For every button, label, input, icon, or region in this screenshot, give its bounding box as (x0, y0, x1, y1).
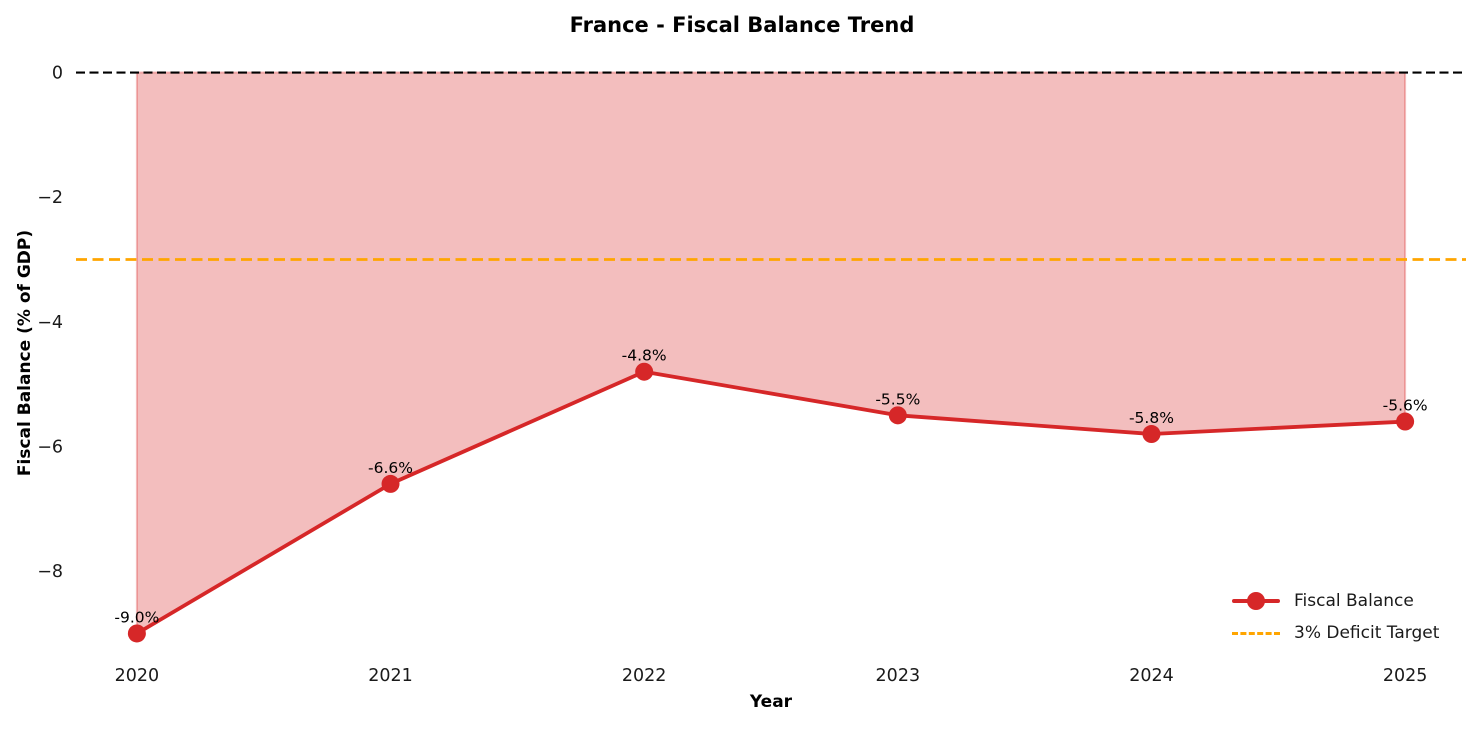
legend-marker-dot (1247, 592, 1265, 610)
svg-text:0: 0 (52, 64, 63, 84)
svg-text:−6: −6 (37, 437, 63, 457)
legend-label-deficit-target: 3% Deficit Target (1294, 623, 1440, 643)
svg-text:−2: −2 (37, 188, 63, 208)
svg-text:-5.6%: -5.6% (1383, 397, 1428, 415)
svg-text:-5.8%: -5.8% (1129, 409, 1174, 427)
legend-label-fiscal-balance: Fiscal Balance (1294, 591, 1414, 611)
svg-text:−8: −8 (37, 562, 63, 582)
svg-text:2022: 2022 (622, 666, 667, 686)
svg-text:-6.6%: -6.6% (368, 459, 413, 477)
svg-text:2025: 2025 (1383, 666, 1428, 686)
svg-text:2023: 2023 (876, 666, 921, 686)
legend-item-deficit-target: 3% Deficit Target (1232, 618, 1439, 648)
svg-text:-9.0%: -9.0% (114, 608, 159, 626)
svg-text:−4: −4 (37, 313, 63, 333)
svg-text:2024: 2024 (1129, 666, 1174, 686)
svg-text:2021: 2021 (368, 666, 413, 686)
legend: Fiscal Balance 3% Deficit Target (1232, 586, 1439, 648)
x-axis-label: Year (749, 692, 793, 712)
chart-title: France - Fiscal Balance Trend (569, 13, 915, 37)
dashed-line-swatch-icon (1232, 631, 1280, 635)
svg-text:2020: 2020 (115, 666, 160, 686)
legend-item-fiscal-balance: Fiscal Balance (1232, 586, 1439, 616)
line-marker-swatch-icon (1232, 592, 1280, 610)
svg-text:-4.8%: -4.8% (622, 347, 667, 365)
svg-text:-5.5%: -5.5% (875, 390, 920, 408)
